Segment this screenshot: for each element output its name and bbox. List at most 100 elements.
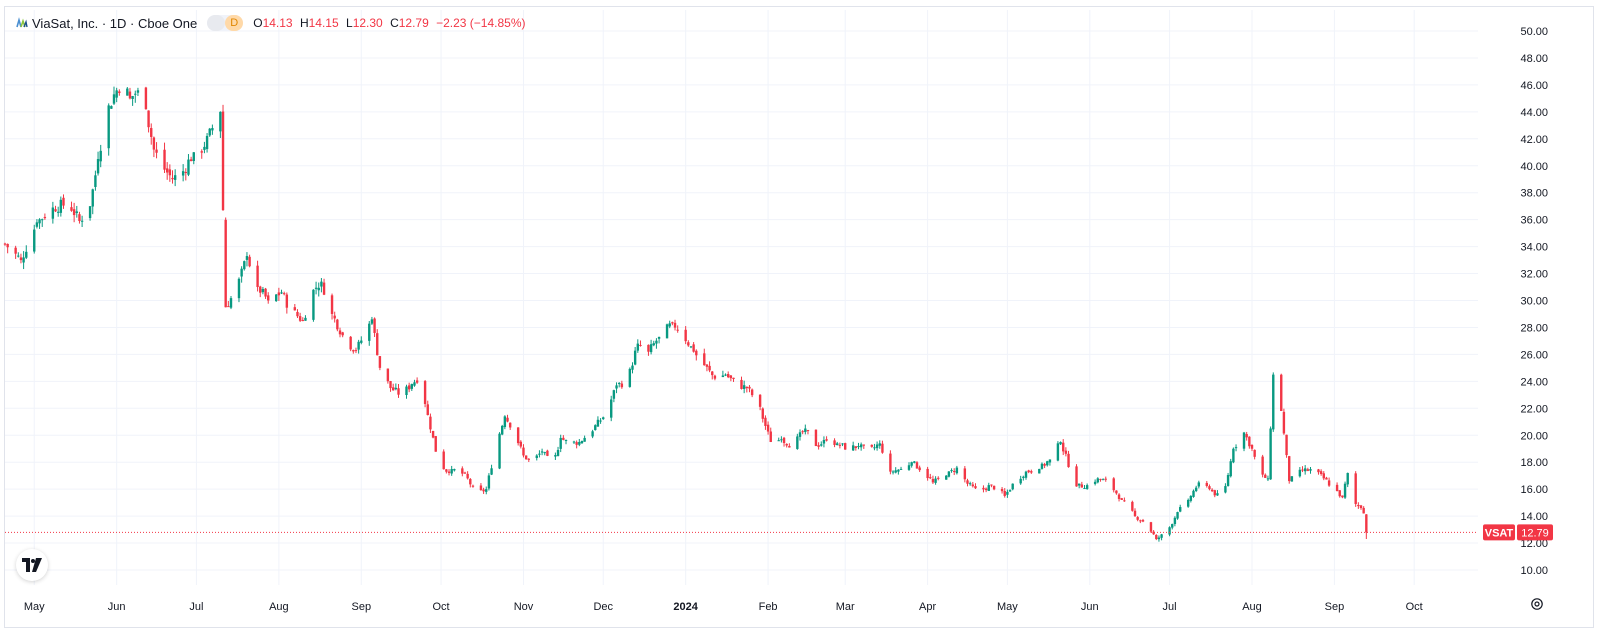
candle-body — [43, 216, 47, 219]
candle-body — [825, 439, 828, 441]
candle-body — [248, 256, 251, 267]
candle-body — [881, 443, 884, 453]
candle-body — [134, 93, 137, 95]
candle-body — [671, 322, 674, 324]
open-label: O — [253, 16, 263, 30]
candle-body — [136, 90, 140, 93]
candle-body — [684, 329, 687, 342]
open-value: 14.13 — [262, 16, 293, 30]
candle-body — [33, 229, 36, 252]
candle-body — [322, 282, 326, 295]
candle-body — [676, 329, 679, 331]
candle-body — [572, 441, 576, 443]
y-tick-label: 12.00 — [1520, 538, 1548, 550]
close-value: 12.79 — [398, 16, 429, 30]
candle-body — [1327, 480, 1331, 486]
symbol-title[interactable]: ViaSat, Inc. · 1D · Cboe One — [32, 15, 198, 31]
candle-body — [498, 433, 501, 469]
market-status-badge[interactable]: D — [207, 15, 244, 31]
candle-body — [727, 373, 730, 378]
candle-body — [968, 483, 972, 485]
candle-body — [1139, 520, 1142, 522]
candle-body — [187, 159, 190, 175]
candle-body — [1229, 461, 1232, 477]
high-label: H — [299, 16, 309, 30]
x-tick-label: Mar — [836, 601, 855, 613]
candle-body — [107, 105, 110, 149]
y-tick-label: 24.00 — [1520, 376, 1548, 388]
candle-body — [990, 484, 993, 486]
candle-body — [423, 381, 427, 404]
candle-body — [538, 453, 541, 455]
candle-body — [814, 429, 818, 447]
price-tag-symbol: VSAT — [1485, 527, 1514, 539]
candle-body — [1096, 478, 1099, 483]
candle-body — [1101, 479, 1105, 481]
candle-body — [200, 151, 203, 153]
candle-body — [785, 443, 788, 446]
x-tick-label: Dec — [593, 601, 613, 613]
y-tick-label: 16.00 — [1520, 484, 1548, 496]
candle-body — [453, 469, 456, 471]
candle-body — [389, 381, 392, 389]
x-tick-label: May — [997, 601, 1018, 613]
candle-body — [221, 111, 225, 211]
candle-body — [1059, 441, 1062, 445]
candle-body — [275, 294, 278, 302]
x-tick-label: Jul — [1163, 601, 1177, 613]
candle-body — [804, 428, 807, 433]
candle-body — [527, 458, 530, 460]
candle-body — [1290, 476, 1294, 482]
candle-body — [1232, 448, 1235, 463]
candle-body — [181, 171, 185, 176]
candle-body — [317, 287, 320, 291]
candle-body — [516, 427, 520, 444]
candle-body — [485, 489, 488, 492]
candle-body — [540, 451, 544, 453]
candle-body — [1104, 478, 1107, 480]
candle-body — [88, 206, 92, 219]
candle-body — [1213, 490, 1216, 496]
x-tick-label: Jun — [1081, 601, 1099, 613]
candle-body — [1303, 468, 1307, 472]
candle-body — [602, 417, 605, 420]
candle-body — [708, 365, 711, 371]
candle-body — [1056, 443, 1060, 461]
candle-body — [1365, 514, 1368, 533]
candle-body — [1149, 522, 1153, 532]
candle-body — [665, 324, 669, 339]
tradingview-logo-icon[interactable] — [16, 549, 48, 581]
y-tick-label: 44.00 — [1520, 107, 1548, 119]
price-tag-value: 12.79 — [1521, 527, 1549, 539]
candle-body — [1117, 494, 1121, 499]
candle-body — [801, 431, 804, 433]
candle-body — [72, 209, 76, 216]
settings-gear-icon[interactable] — [1530, 597, 1544, 611]
candle-body — [490, 468, 493, 475]
candle-body — [415, 380, 419, 383]
candle-body — [766, 424, 770, 432]
candle-body — [338, 330, 342, 335]
candle-body — [769, 431, 772, 442]
candle-body — [1131, 501, 1134, 511]
time-axis[interactable]: May Jun Jul Aug Sep Oct Nov Dec 2024 Feb Mar Apr May… — [24, 601, 1423, 613]
candle-body — [1171, 524, 1174, 528]
candle-body — [929, 477, 932, 479]
candle-body — [463, 472, 467, 474]
low-value: 12.30 — [352, 16, 383, 30]
candle-body — [1250, 444, 1254, 449]
candle-body — [695, 350, 698, 356]
candle-body — [987, 485, 990, 491]
candle-body — [1285, 434, 1288, 456]
candle-body — [926, 468, 929, 479]
price-axis[interactable]: 10.00 12.00 14.00 16.00 18.00 20.00 22.00 24.00… — [1520, 26, 1548, 577]
candle-body — [705, 364, 709, 367]
candle-body — [1192, 490, 1195, 497]
candle-body — [41, 219, 44, 221]
candle-body — [370, 319, 374, 324]
candle-body — [750, 389, 754, 396]
candle-body — [524, 455, 528, 460]
candle-body — [910, 462, 913, 466]
candle-body — [259, 286, 262, 293]
